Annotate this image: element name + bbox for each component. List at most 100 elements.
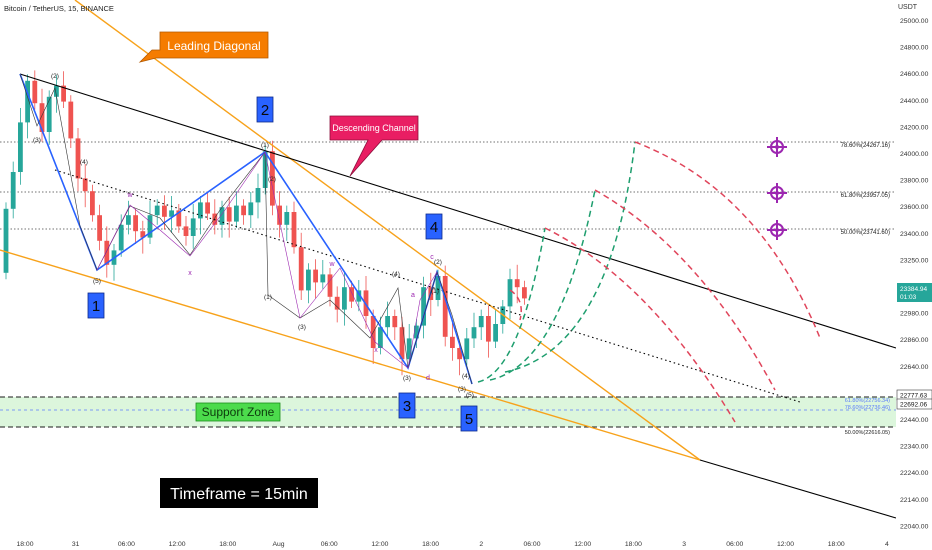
candle-body <box>205 202 210 214</box>
candle-body <box>169 210 174 217</box>
minor-wave-label: (2) <box>51 73 59 80</box>
price-tick-label: 24600.00 <box>900 71 929 78</box>
leading-diagonal-callout <box>138 31 269 63</box>
candle-body <box>241 205 246 216</box>
price-tick-label: 22640.00 <box>900 364 929 371</box>
minor-wave-label: (2) <box>268 176 276 183</box>
time-tick-label: 12:00 <box>169 541 186 548</box>
primary-wave-number: 5 <box>465 411 473 428</box>
time-tick-label: 18:00 <box>422 541 439 548</box>
descending-channel-text: Descending Channel <box>332 123 416 133</box>
candle-body <box>126 215 131 225</box>
candle-body <box>356 290 362 302</box>
price-tick-label: 22140.00 <box>900 497 929 504</box>
corrective-wave-label: w <box>126 192 133 199</box>
candle-body <box>277 205 282 225</box>
primary-wave-number: 3 <box>403 398 411 415</box>
candle-body <box>478 316 484 328</box>
candle-body <box>162 205 167 217</box>
candle-body <box>118 224 124 251</box>
candle-body <box>234 205 239 222</box>
price-axis[interactable] <box>896 0 932 536</box>
corrective-wave-label: x <box>188 270 192 277</box>
candle-body <box>464 338 470 360</box>
callouts: Leading Diagonal Descending Channel <box>138 31 419 177</box>
minor-wave-label: (3) <box>298 324 306 331</box>
candle-body <box>435 276 441 300</box>
candle-body <box>349 287 354 302</box>
price-axis-unit: USDT <box>898 4 918 11</box>
candle-body <box>507 279 513 307</box>
price-tick-label: 22440.00 <box>900 417 929 424</box>
structure-lines <box>0 0 897 519</box>
candle-body <box>284 212 290 225</box>
price-mark-value: 22777.63 <box>900 393 927 400</box>
candle-body <box>25 80 30 123</box>
price-tick-label: 22980.00 <box>900 311 929 318</box>
candle-body <box>61 85 66 102</box>
candle-body <box>248 202 254 216</box>
minor-wave-label: (4) <box>80 159 88 166</box>
primary-wave-box <box>256 96 274 123</box>
candles <box>3 70 527 376</box>
current-price-tag <box>897 283 932 302</box>
candle-body <box>82 178 88 192</box>
minor-wave-label: (3) <box>458 386 466 393</box>
time-tick-label: 4 <box>885 541 889 548</box>
time-tick-label: Aug <box>272 541 284 548</box>
candle-body <box>75 138 81 179</box>
bear-projection-short <box>509 289 522 321</box>
primary-wave-box <box>460 405 478 432</box>
fib-label: 50.00%(23741.60) <box>841 230 890 236</box>
candle-body <box>298 247 304 291</box>
candle-body <box>378 327 383 348</box>
candle-body <box>140 231 146 238</box>
price-tick-label: 25000.00 <box>900 18 929 25</box>
candle-body <box>255 188 261 203</box>
time-tick-label: 3 <box>682 541 686 548</box>
time-axis[interactable] <box>0 536 932 550</box>
price-tick-label: 23250.00 <box>900 257 929 264</box>
time-tick-label: 18:00 <box>625 541 642 548</box>
candle-body <box>392 316 398 328</box>
time-tick-label: 06:00 <box>321 541 338 548</box>
minor-wave-label: (3) <box>403 375 411 382</box>
candle-body <box>385 316 390 328</box>
fib-target-icons <box>767 137 787 240</box>
timeframe-label: Timeframe = 15min <box>170 486 308 503</box>
candle-body <box>219 207 225 225</box>
candle-body <box>10 172 16 209</box>
candle-body <box>3 208 9 273</box>
minor-wave-label: (2) <box>434 259 442 266</box>
candle-body <box>32 80 38 104</box>
candle-body <box>327 274 333 297</box>
candle-body <box>198 202 203 219</box>
price-tick-label: 24800.00 <box>900 45 929 52</box>
price-mark-value: 22692.06 <box>900 402 927 409</box>
time-tick-label: 06:00 <box>726 541 743 548</box>
price-tick-label: 23600.00 <box>900 204 929 211</box>
time-tick-label: 2 <box>479 541 483 548</box>
corrective-wave-label: d <box>426 375 430 382</box>
timeframe-box <box>160 478 318 508</box>
primary-wave-number: 2 <box>261 102 269 119</box>
fib-label: 61.80%(22756.34) <box>845 398 890 404</box>
candle-body <box>493 324 498 342</box>
candle-body <box>399 327 405 360</box>
candle-body <box>97 215 102 241</box>
candle-body <box>147 215 153 238</box>
candle-body <box>450 336 455 348</box>
fib-label: 78.60%(22736.46) <box>845 405 890 411</box>
current-price-value: 23384.94 <box>900 286 927 293</box>
candle-body <box>342 287 347 310</box>
primary-wave-box <box>87 292 105 319</box>
projection-paths <box>477 141 821 423</box>
minor-wave-label: (5) <box>93 278 101 285</box>
leading-diagonal-upper <box>74 0 701 461</box>
candle-body <box>457 348 462 360</box>
support-zone-layer: Support Zone <box>0 396 896 428</box>
corrective-wave-path <box>96 151 438 369</box>
candle-body <box>421 287 426 326</box>
